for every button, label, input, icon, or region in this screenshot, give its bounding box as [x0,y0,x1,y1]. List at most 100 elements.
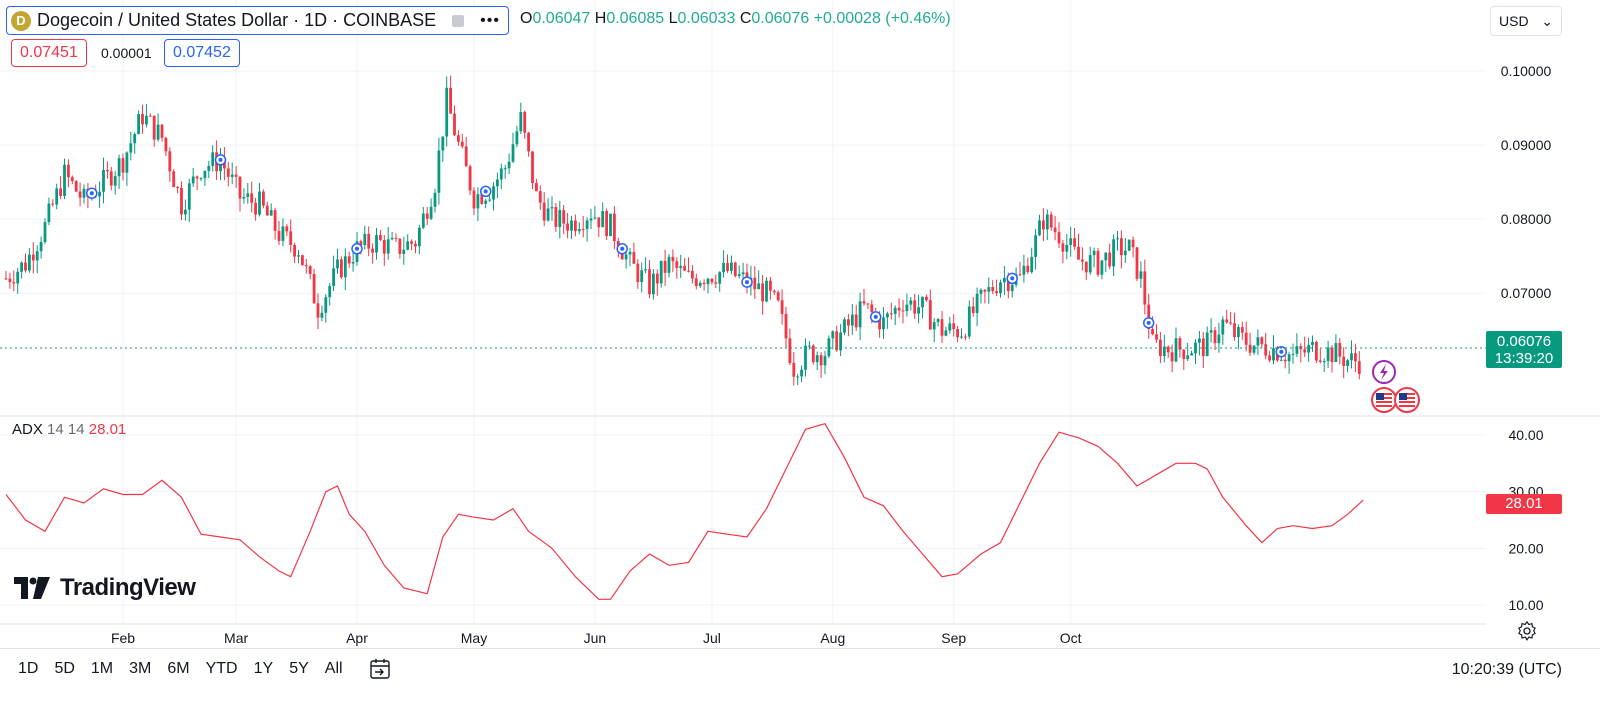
candle-body [39,242,43,252]
candle-body [160,124,164,138]
candle-body [893,307,897,314]
price-axis[interactable]: 0.10000 0.09000 0.08000 0.07000 [1501,63,1552,301]
candle-body [546,208,550,221]
candle-body [928,300,932,330]
candle-body [1053,227,1057,233]
price-tick-label: 0.08000 [1501,211,1552,227]
candle-body [336,259,339,269]
candle-body [761,283,764,302]
candle-body [258,191,261,215]
range-button-3m[interactable]: 3M [129,660,152,677]
candle-body [733,262,737,276]
candle-body [414,243,417,247]
range-button-6m[interactable]: 6M [167,660,190,677]
candle-body [796,376,800,378]
dogecoin-icon: D [11,10,31,31]
sell-price-button[interactable]: 0.07451 [11,39,87,67]
candle-body [558,210,562,227]
tradingview-logo[interactable]: TradingView [14,574,196,602]
candle-body [1217,334,1221,344]
candle-body [694,278,698,287]
candle-body [464,146,468,167]
range-button-1d[interactable]: 1D [18,660,39,677]
adx-legend[interactable]: ADX 14 14 28.01 [12,421,126,438]
candle-body [230,174,234,177]
candle-body [343,256,347,278]
lightning-icon[interactable] [1372,360,1396,384]
candle-body [172,171,176,188]
candle-body [293,244,296,257]
currency-label: USD [1499,13,1529,29]
candle-body [269,210,273,216]
candle-body [1322,361,1326,363]
candle-body [788,338,792,363]
utc-clock[interactable]: 10:20:39 (UTC) [1451,661,1562,678]
candle-body [24,262,27,271]
event-marker-dot [1146,320,1151,325]
event-marker-dot [1010,276,1015,281]
candle-body [566,223,569,231]
range-button-ytd[interactable]: YTD [205,660,238,677]
candle-body [117,158,121,177]
candle-body [78,191,82,198]
candle-body [1166,346,1170,353]
candle-body [1350,353,1353,361]
us-flag-event-icon[interactable] [1371,387,1397,413]
candle-body [1330,347,1334,362]
settings-gear-icon[interactable] [1516,620,1538,642]
candle-body [421,213,425,228]
candle-body [589,218,593,221]
candle-body [316,303,320,318]
candle-body [1155,334,1158,340]
candle-body [1237,327,1240,337]
low-value: 0.06033 [677,10,736,27]
candle-body [632,251,636,264]
time-axis[interactable]: Feb Mar Apr May Jun Jul Aug Sep Oct [111,630,1082,646]
candle-body [706,278,710,285]
candle-body [1022,265,1026,275]
candle-body [542,202,546,221]
range-button-5y[interactable]: 5Y [289,660,309,677]
candle-body [129,143,133,153]
candle-body [375,235,378,253]
range-button-1y[interactable]: 1Y [253,660,274,677]
calendar-goto-icon[interactable] [368,657,392,681]
candle-body [418,227,421,247]
buy-price-button[interactable]: 0.07452 [164,39,240,67]
candle-body [1069,238,1073,245]
range-button-1m[interactable]: 1M [90,660,114,677]
candle-body [98,191,101,197]
candle-body [480,194,484,204]
candle-body [70,177,74,182]
range-button-all[interactable]: All [324,660,343,677]
candle-body [757,283,761,290]
visibility-toggle-icon[interactable] [452,14,465,27]
candle-body [613,213,616,242]
candle-body [792,362,796,377]
candle-body [125,152,129,173]
candle-body [102,169,105,192]
candle-body [780,300,784,314]
more-options-icon[interactable]: ••• [480,11,500,29]
candle-body [936,319,940,323]
candle-body [882,317,885,330]
range-button-5d[interactable]: 5D [54,660,75,677]
candle-body [1006,278,1010,292]
candle-body [1342,356,1346,367]
candle-body [1326,347,1330,362]
close-value: 0.06076 [751,10,810,27]
candle-body [909,300,913,305]
symbol-legend[interactable]: D Dogecoin / United States Dollar · 1D ·… [6,6,509,35]
time-tick-label: Jul [703,630,721,646]
currency-select[interactable]: USD ⌄ [1490,6,1562,36]
candle-body [211,152,215,166]
us-flag-event-icon-2[interactable] [1394,387,1420,413]
candle-body [1026,265,1030,273]
candle-body [1096,250,1100,275]
candle-body [1240,327,1244,333]
candle-body [925,296,928,301]
event-markers [86,154,1288,358]
candle-body [234,174,238,177]
